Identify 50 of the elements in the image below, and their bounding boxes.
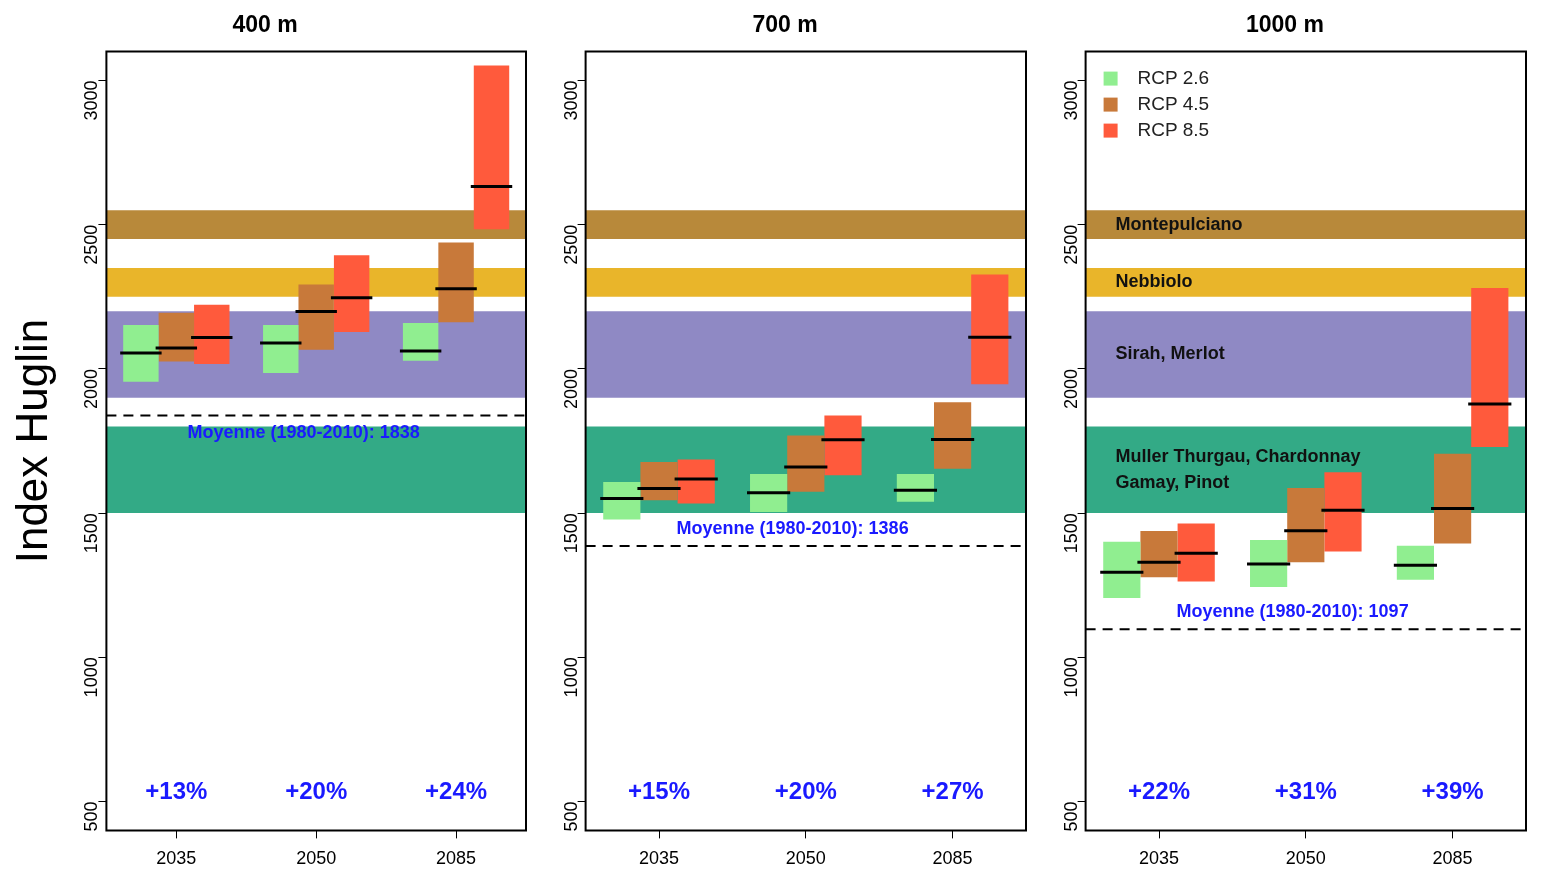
y-tick-label: 1500 bbox=[1060, 513, 1081, 554]
x-tick-label: 2050 bbox=[296, 848, 337, 869]
annotation: +22% bbox=[1127, 777, 1191, 805]
annotation: +20% bbox=[774, 777, 837, 805]
legend-label: RCP 4.5 bbox=[1137, 92, 1210, 114]
y-tick-label: 2000 bbox=[560, 368, 581, 409]
y-tick-label: 1500 bbox=[81, 513, 102, 554]
band-label: Muller Thurgau, Chardonnay Gamay, Pinot bbox=[1115, 445, 1361, 492]
chart-title: 700 m bbox=[752, 11, 818, 38]
y-tick-label: 3000 bbox=[81, 80, 102, 121]
y-tick-label: 500 bbox=[1060, 801, 1081, 832]
x-tick-label: 2035 bbox=[638, 848, 680, 869]
chart-title: 400 m bbox=[232, 11, 298, 38]
ref-line-label: Moyenne (1980-2010): 1386 bbox=[676, 517, 909, 538]
x-tick-label: 2050 bbox=[785, 848, 826, 869]
y-tick-label: 3000 bbox=[1060, 80, 1081, 121]
annotation: +20% bbox=[285, 777, 348, 805]
x-tick-label: 2050 bbox=[1285, 848, 1326, 869]
band-label: Montepulciano bbox=[1115, 213, 1243, 234]
y-axis-title: Index Huglin bbox=[6, 318, 56, 564]
y-tick-label: 2500 bbox=[560, 224, 581, 265]
x-tick-label: 2035 bbox=[1138, 848, 1180, 869]
y-tick-label: 2500 bbox=[1060, 224, 1081, 265]
x-tick-label: 2035 bbox=[156, 848, 197, 869]
y-tick-label: 2000 bbox=[81, 368, 102, 409]
ref-line-label: Moyenne (1980-2010): 1097 bbox=[1176, 601, 1409, 622]
band-label: Nebbiolo bbox=[1115, 271, 1193, 292]
y-tick-label: 1000 bbox=[560, 657, 581, 698]
annotation: +31% bbox=[1274, 777, 1337, 805]
y-tick-label: 2000 bbox=[1060, 368, 1081, 409]
annotation: +13% bbox=[145, 777, 208, 805]
y-tick-label: 3000 bbox=[560, 80, 581, 121]
x-tick-label: 2085 bbox=[932, 848, 973, 869]
y-tick-label: 1000 bbox=[1060, 657, 1081, 698]
chart-title: 1000 m bbox=[1245, 11, 1325, 38]
x-tick-label: 2085 bbox=[436, 848, 477, 869]
y-tick-label: 2500 bbox=[81, 224, 102, 265]
x-tick-label: 2085 bbox=[1432, 848, 1473, 869]
y-tick-label: 500 bbox=[81, 801, 102, 832]
y-tick-label: 1000 bbox=[81, 657, 102, 698]
legend-label: RCP 2.6 bbox=[1137, 66, 1210, 88]
annotation: +27% bbox=[921, 777, 984, 805]
y-tick-label: 1500 bbox=[560, 513, 581, 554]
band-label: Sirah, Merlot bbox=[1115, 343, 1225, 364]
annotation: +39% bbox=[1421, 777, 1484, 805]
legend-label: RCP 8.5 bbox=[1137, 118, 1210, 140]
y-tick-label: 500 bbox=[560, 801, 581, 832]
ref-line-label: Moyenne (1980-2010): 1838 bbox=[187, 421, 420, 442]
annotation: +24% bbox=[425, 777, 488, 805]
annotation: +15% bbox=[627, 777, 691, 805]
